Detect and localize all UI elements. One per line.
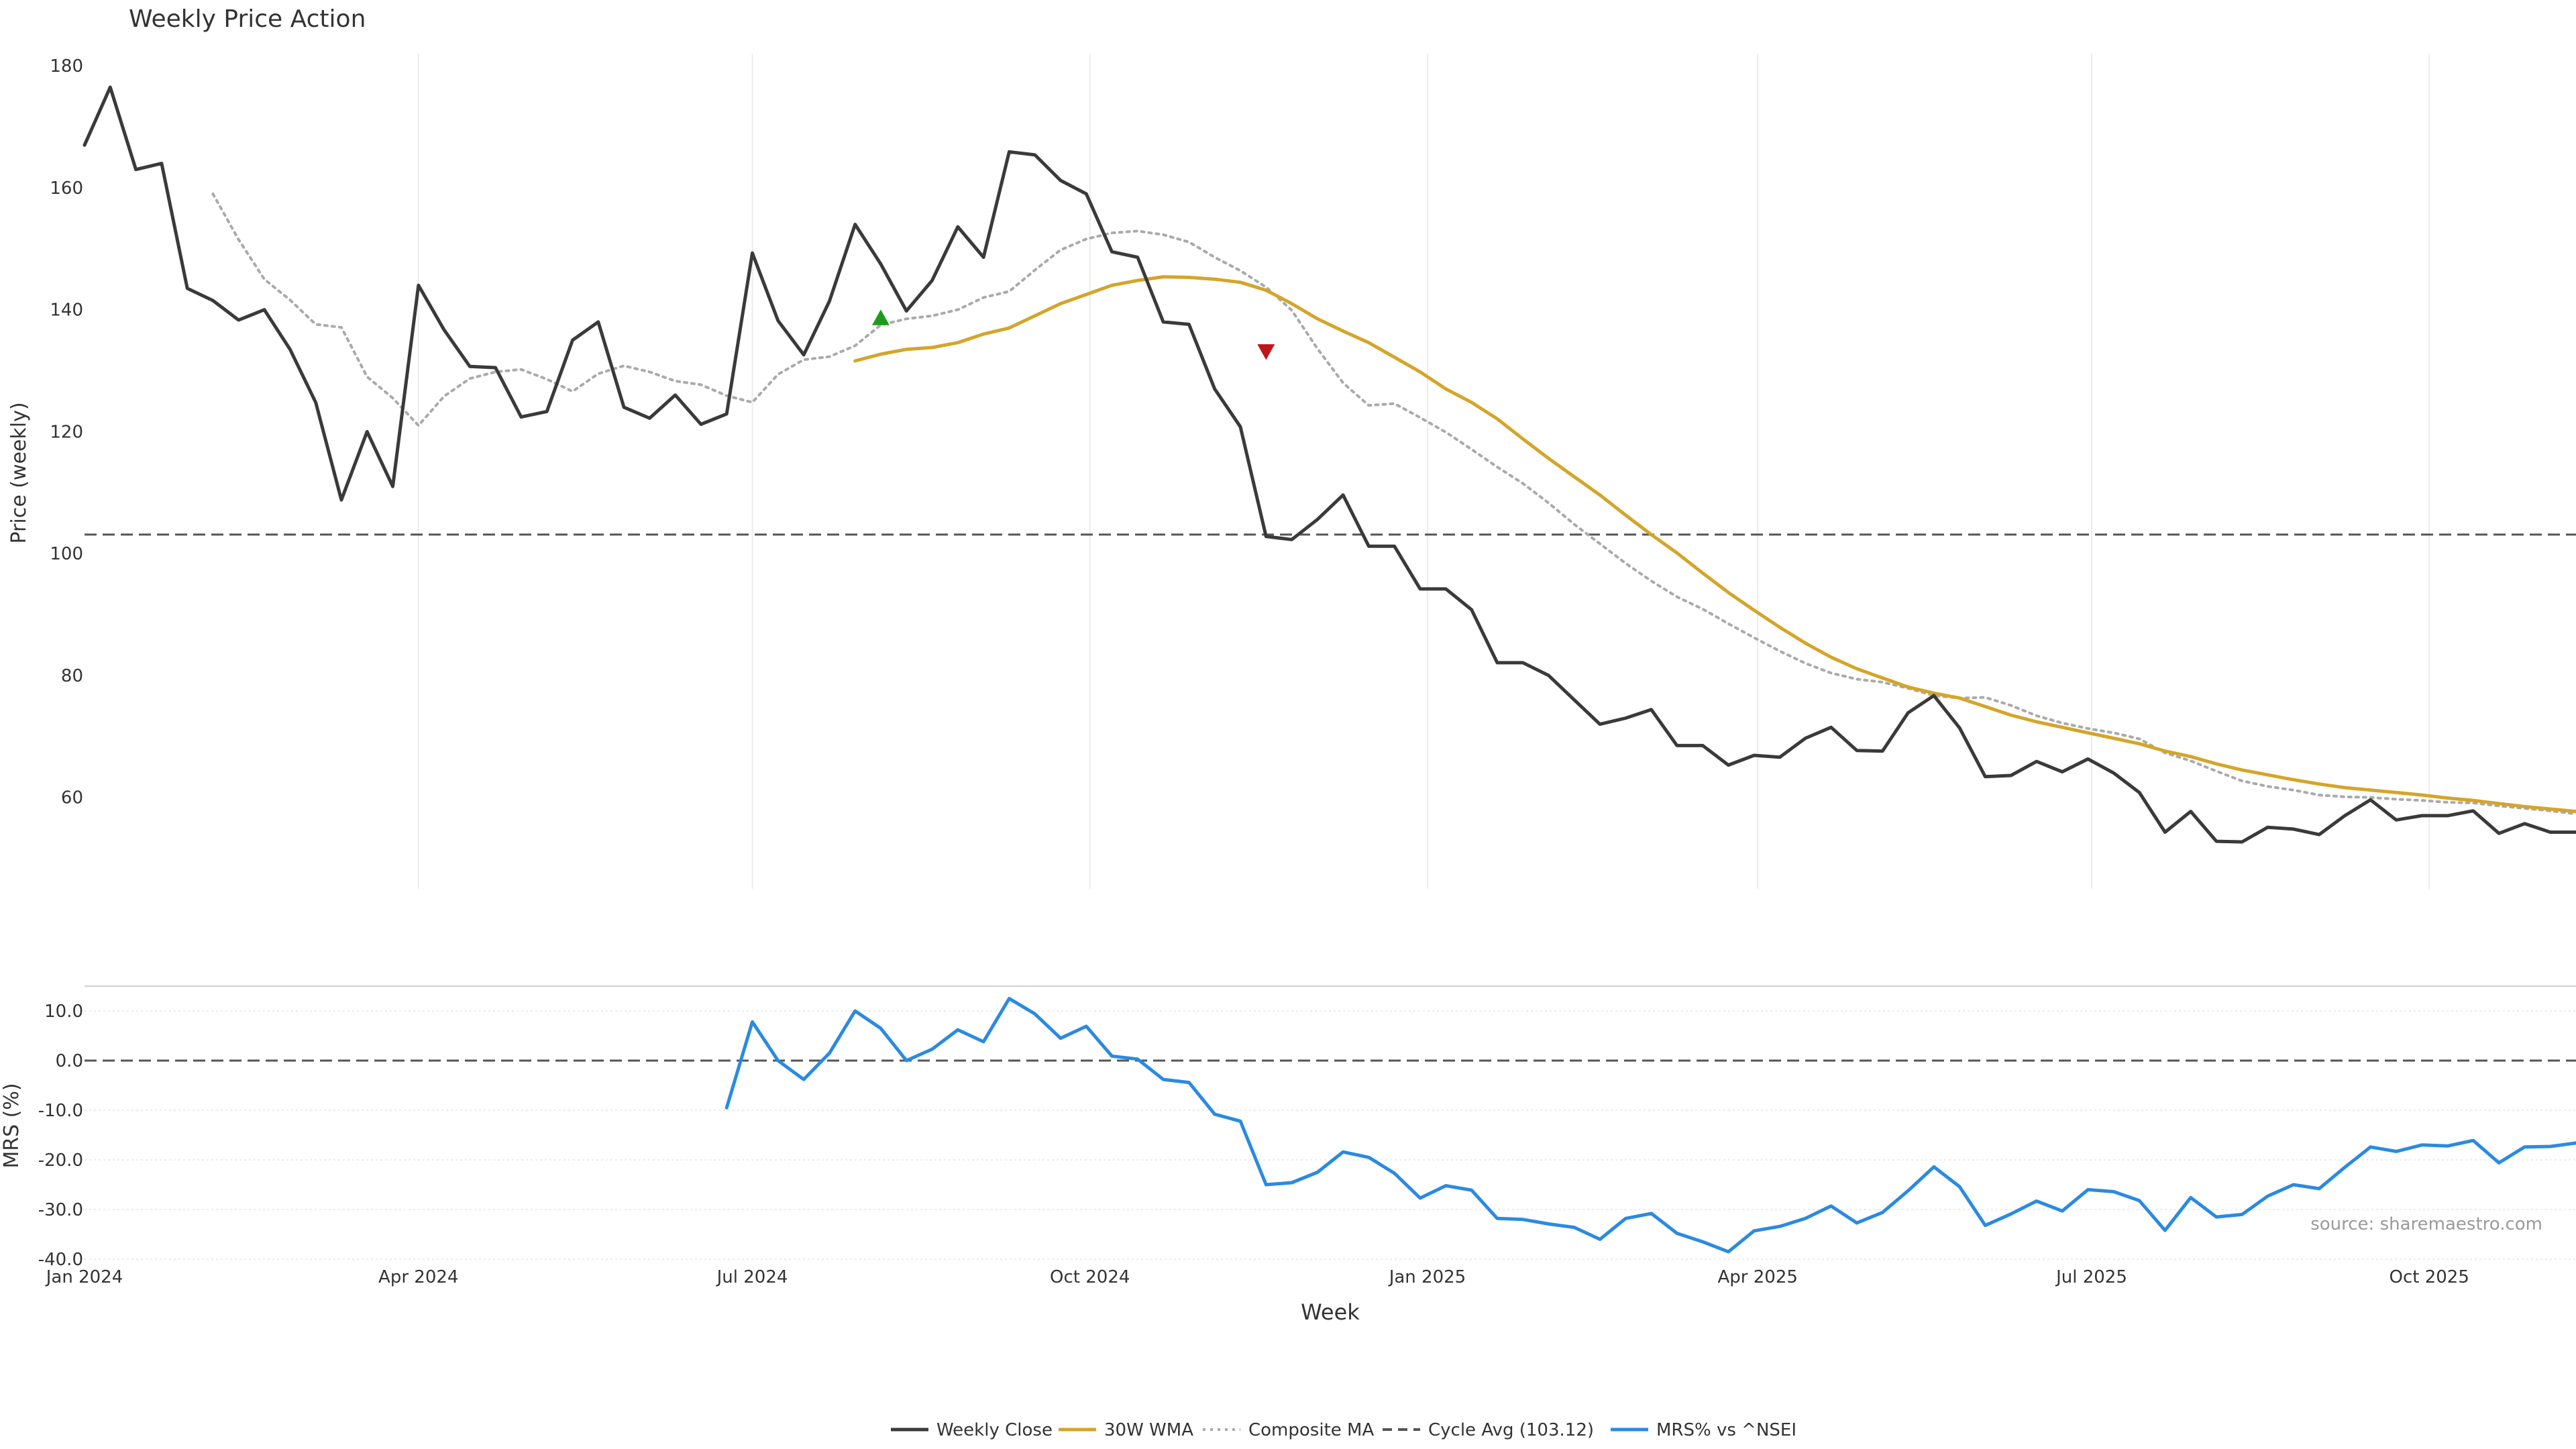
- x-tick-label: Apr 2024: [378, 1267, 458, 1287]
- chart-legend: Weekly Close 30W WMA Composite MA Cycle Avg…: [891, 1420, 1796, 1440]
- legend-label: Weekly Close: [936, 1420, 1053, 1440]
- x-tick-label: Oct 2024: [1050, 1267, 1130, 1287]
- x-tick-label: Jan 2024: [45, 1267, 123, 1287]
- price-series-group: [83, 85, 2576, 844]
- price-y-tick-label: 180: [50, 56, 83, 76]
- x-tick-label: Apr 2025: [1718, 1267, 1798, 1287]
- price-y-tick-label: 120: [50, 422, 83, 442]
- price-y-tick-label: 60: [61, 788, 83, 808]
- chart-title: Weekly Price Action: [129, 5, 366, 33]
- mrs-y-tick-label: -30.0: [38, 1200, 83, 1220]
- mrs-y-tick-label: -20.0: [38, 1150, 83, 1171]
- legend-label: 30W WMA: [1104, 1420, 1193, 1440]
- sell-signal-marker: [1257, 344, 1275, 360]
- composite-ma-series-line: [211, 193, 2576, 816]
- price-y-tick-label: 140: [50, 301, 83, 321]
- mrs-y-tick-label: 10.0: [44, 1002, 83, 1022]
- mrs-axis-label: MRS (%): [0, 1083, 23, 1168]
- price-y-tick-label: 80: [61, 666, 83, 686]
- buy-signal-marker: [871, 309, 890, 325]
- mrs-series-group: [724, 997, 2576, 1254]
- 30w-wma-series-line: [853, 275, 2576, 814]
- mrs-vs-nsei-series-line: [724, 997, 2576, 1254]
- price-y-ticks: 60 80 100 120 140 160 180: [50, 56, 83, 808]
- legend-label: Composite MA: [1248, 1420, 1374, 1440]
- mrs-gridlines: [85, 1010, 2576, 1260]
- weekly-close-series-line: [83, 85, 2576, 844]
- legend-label: MRS% vs ^NSEI: [1656, 1420, 1796, 1440]
- price-y-tick-label: 100: [50, 544, 83, 564]
- mrs-y-tick-label: -40.0: [38, 1250, 83, 1270]
- price-y-tick-label: 160: [50, 178, 83, 199]
- legend-label: Cycle Avg (103.12): [1428, 1420, 1594, 1440]
- x-tick-label: Jan 2025: [1388, 1267, 1466, 1287]
- mrs-y-tick-label: 0.0: [56, 1051, 83, 1071]
- price-gridlines: [417, 54, 2430, 889]
- price-axis-label: Price (weekly): [7, 402, 31, 543]
- x-tick-label: Jul 2025: [2055, 1267, 2127, 1287]
- mrs-y-tick-label: -10.0: [38, 1101, 83, 1121]
- x-tick-label: Oct 2025: [2390, 1267, 2469, 1287]
- mrs-y-ticks: 10.0 0.0 -10.0 -20.0 -30.0 -40.0: [38, 1002, 83, 1270]
- x-tick-label: Jul 2024: [716, 1267, 788, 1287]
- signal-markers: [871, 309, 1275, 360]
- x-axis-label: Week: [1301, 1299, 1360, 1325]
- source-text: source: sharemaestro.com: [2310, 1214, 2542, 1234]
- x-axis-ticks: Jan 2024 Apr 2024 Jul 2024 Oct 2024 Jan 2025…: [45, 1267, 2469, 1287]
